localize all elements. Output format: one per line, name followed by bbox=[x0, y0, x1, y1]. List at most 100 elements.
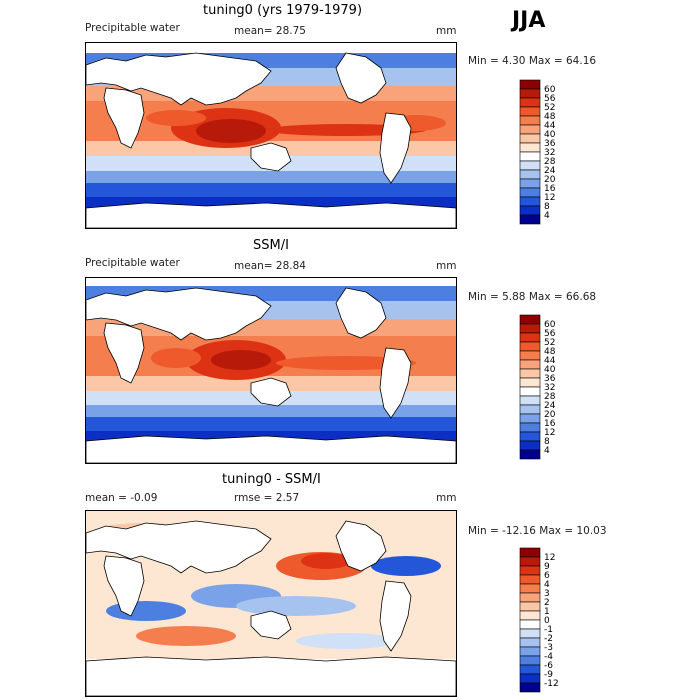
colorbar-level-label: 6 bbox=[544, 571, 550, 581]
colorbar-swatch bbox=[519, 565, 541, 576]
colorbar-level-label: 1 bbox=[544, 607, 550, 617]
colorbar-pw-2: 60 56 52 48 44 40 36 32 28 24 20 16 12 8 4 bbox=[519, 314, 580, 461]
colorbar-swatch bbox=[519, 377, 541, 388]
colorbar-level-label: 36 bbox=[544, 139, 556, 149]
panel-rmse-label: rmse = 2.57 bbox=[234, 492, 300, 504]
colorbar-level-label: 12 bbox=[544, 428, 555, 438]
colorbar-level-label: -12 bbox=[544, 679, 559, 689]
colorbar-level-label: 4 bbox=[544, 211, 550, 221]
colorbar-swatch bbox=[519, 404, 541, 415]
colorbar-swatch bbox=[519, 160, 541, 171]
colorbar-level-label: 36 bbox=[544, 374, 556, 384]
colorbar-swatch bbox=[519, 142, 541, 153]
colorbar-swatch bbox=[519, 187, 541, 198]
colorbar-swatch bbox=[519, 556, 541, 567]
colorbar-swatch bbox=[519, 124, 541, 135]
panel-units-label: mm bbox=[436, 492, 457, 504]
panel-mean-label: mean= 28.75 bbox=[234, 25, 306, 37]
colorbar-level-label: -9 bbox=[544, 670, 553, 680]
colorbar-level-label: 12 bbox=[544, 193, 555, 203]
colorbar-swatch bbox=[519, 178, 541, 189]
colorbar-swatch bbox=[519, 151, 541, 162]
colorbar-level-label: 2 bbox=[544, 598, 550, 608]
colorbar-level-label: 3 bbox=[544, 589, 550, 599]
colorbar-level-label: 16 bbox=[544, 419, 556, 429]
panel-title-diff: tuning0 - SSM/I bbox=[222, 472, 321, 487]
colorbar-swatch bbox=[519, 682, 541, 693]
colorbar-swatch bbox=[519, 205, 541, 216]
colorbar-level-label: 28 bbox=[544, 392, 556, 402]
colorbar-level-label: 32 bbox=[544, 148, 555, 158]
colorbar-level-label: 24 bbox=[544, 166, 556, 176]
colorbar-swatch bbox=[519, 214, 541, 225]
map-panel-obs bbox=[85, 277, 457, 464]
panel-variable-label: Precipitable water bbox=[85, 22, 180, 34]
colorbar-swatch bbox=[519, 440, 541, 451]
colorbar-level-label: 28 bbox=[544, 157, 556, 167]
colorbar-level-label: 0 bbox=[544, 616, 550, 626]
colorbar-level-label: 16 bbox=[544, 184, 556, 194]
panel-mean-label: mean= 28.84 bbox=[234, 260, 306, 272]
colorbar-swatch bbox=[519, 628, 541, 639]
panel-title-obs: SSM/I bbox=[253, 238, 289, 253]
colorbar-level-label: 9 bbox=[544, 562, 550, 572]
colorbar-swatch bbox=[519, 673, 541, 684]
colorbar-swatch bbox=[519, 655, 541, 666]
colorbar-level-label: 8 bbox=[544, 437, 550, 447]
colorbar-level-label: 8 bbox=[544, 202, 550, 212]
panel-units-label: mm bbox=[436, 260, 457, 272]
colorbar-swatch bbox=[519, 431, 541, 442]
colorbar-level-label: -4 bbox=[544, 652, 553, 662]
colorbar-swatch bbox=[519, 368, 541, 379]
colorbar-level-label: 48 bbox=[544, 112, 556, 122]
colorbar-swatch bbox=[519, 115, 541, 126]
colorbar-swatch bbox=[519, 413, 541, 424]
colorbar-level-label: -3 bbox=[544, 643, 553, 653]
colorbar-level-label: 12 bbox=[544, 553, 555, 563]
colorbar-swatch bbox=[519, 169, 541, 180]
panel-minmax-label: Min = 5.88 Max = 66.68 bbox=[468, 291, 597, 303]
colorbar-swatch bbox=[519, 350, 541, 361]
colorbar-level-label: -6 bbox=[544, 661, 553, 671]
colorbar-swatch bbox=[519, 341, 541, 352]
colorbar-level-label: 44 bbox=[544, 356, 556, 366]
colorbar-swatch bbox=[519, 79, 541, 90]
colorbar-swatch bbox=[519, 332, 541, 343]
panel-variable-label: Precipitable water bbox=[85, 257, 180, 269]
colorbar-level-label: 56 bbox=[544, 94, 556, 104]
colorbar-swatch bbox=[519, 395, 541, 406]
colorbar-swatch bbox=[519, 574, 541, 585]
colorbar-swatch bbox=[519, 133, 541, 144]
colorbar-level-label: 20 bbox=[544, 410, 556, 420]
panel-minmax-label: Min = -12.16 Max = 10.03 bbox=[468, 525, 607, 537]
colorbar-level-label: 40 bbox=[544, 130, 556, 140]
colorbar-level-label: 48 bbox=[544, 347, 556, 357]
panel-title-model: tuning0 (yrs 1979-1979) bbox=[203, 3, 363, 18]
colorbar-swatch bbox=[519, 637, 541, 648]
colorbar-level-label: 52 bbox=[544, 103, 555, 113]
season-label: JJA bbox=[512, 8, 546, 33]
colorbar-swatch bbox=[519, 314, 541, 325]
colorbar-diff: 12 9 6 4 3 2 1 0 -1 -2 -3 -4 -6 -9 -12 bbox=[519, 547, 580, 694]
colorbar-swatch bbox=[519, 449, 541, 460]
colorbar-level-label: 20 bbox=[544, 175, 556, 185]
colorbar-swatch bbox=[519, 592, 541, 603]
colorbar-swatch bbox=[519, 547, 541, 558]
colorbar-swatch bbox=[519, 583, 541, 594]
colorbar-level-label: 32 bbox=[544, 383, 555, 393]
colorbar-swatch bbox=[519, 610, 541, 621]
colorbar-level-label: -2 bbox=[544, 634, 553, 644]
colorbar-level-label: 56 bbox=[544, 329, 556, 339]
colorbar-swatch bbox=[519, 601, 541, 612]
colorbar-level-label: -1 bbox=[544, 625, 553, 635]
panel-units-label: mm bbox=[436, 25, 457, 37]
colorbar-swatch bbox=[519, 422, 541, 433]
colorbar-swatch bbox=[519, 619, 541, 630]
map-panel-model bbox=[85, 42, 457, 229]
colorbar-pw-1: 60 56 52 48 44 40 36 32 28 24 20 16 12 8 4 bbox=[519, 79, 580, 226]
colorbar-swatch bbox=[519, 88, 541, 99]
colorbar-level-label: 4 bbox=[544, 446, 550, 456]
panel-mean-label: mean = -0.09 bbox=[85, 492, 158, 504]
colorbar-level-label: 60 bbox=[544, 85, 556, 95]
colorbar-swatch bbox=[519, 664, 541, 675]
